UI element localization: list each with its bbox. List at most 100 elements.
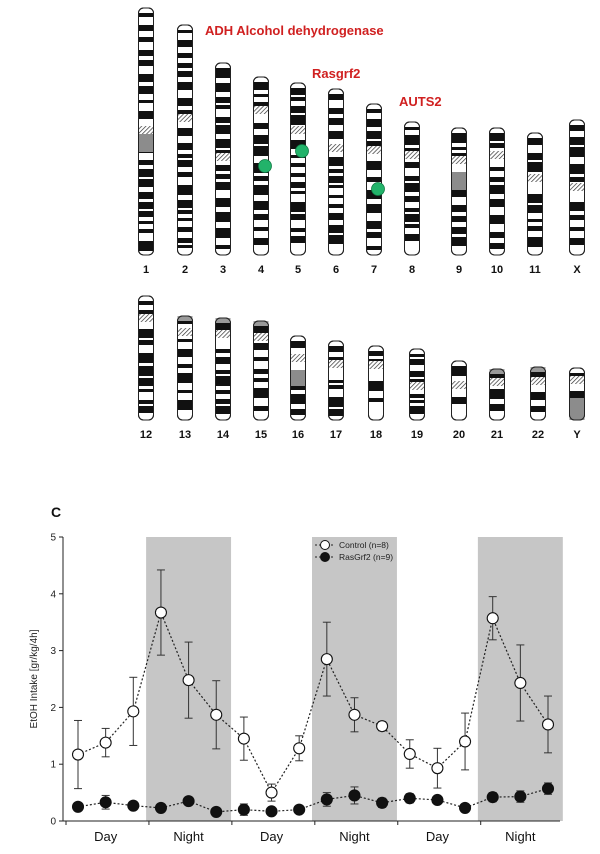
data-point — [99, 796, 112, 809]
gene-marker-5 — [295, 144, 309, 158]
chromosome-label: 20 — [453, 429, 465, 440]
y-tick-label: 3 — [50, 646, 56, 657]
data-point — [210, 708, 223, 721]
data-point — [154, 606, 167, 619]
data-point — [182, 795, 195, 808]
chromosome-label: 13 — [179, 429, 191, 440]
x-phase-label: Night — [339, 829, 370, 844]
chromosome-label: 11 — [529, 264, 541, 276]
chromosome-label: 17 — [330, 429, 342, 440]
chromosome-label: 19 — [411, 429, 423, 440]
chromosome-label: 1 — [143, 264, 149, 276]
data-point — [127, 705, 140, 718]
x-phase-label: Day — [260, 829, 284, 844]
chromosome-18 — [368, 345, 384, 421]
data-point — [182, 674, 195, 687]
chromosome-16 — [290, 335, 306, 421]
data-point — [320, 793, 333, 806]
chromosome-x — [569, 119, 585, 256]
x-phase-label: Night — [173, 829, 204, 844]
data-point — [376, 796, 389, 809]
chromosome-label: 2 — [182, 264, 188, 276]
data-point — [265, 805, 278, 818]
data-point — [71, 800, 85, 813]
gene-marker-4 — [258, 159, 272, 173]
chromosome-17 — [328, 340, 344, 421]
y-tick-label: 1 — [50, 760, 56, 771]
data-point — [459, 801, 472, 814]
chromosome-9 — [451, 127, 467, 256]
chromosome-7 — [366, 103, 382, 256]
y-tick-label: 0 — [50, 817, 56, 828]
legend-marker — [320, 552, 330, 562]
data-point — [541, 718, 555, 731]
data-point — [320, 653, 333, 666]
chromosome-6 — [328, 88, 344, 256]
data-point — [71, 748, 85, 761]
chromosome-label: 5 — [295, 264, 301, 276]
chromosome-label: Y — [573, 429, 581, 440]
chromosome-2 — [177, 24, 193, 256]
chromosome-label: 12 — [140, 429, 152, 440]
data-point — [293, 742, 306, 755]
data-point — [431, 762, 444, 775]
data-point — [237, 803, 250, 816]
data-point — [127, 799, 140, 812]
x-phase-label: Day — [94, 829, 118, 844]
chromosome-12 — [138, 295, 154, 421]
y-tick-label: 4 — [50, 589, 56, 600]
legend-entry: RasGrf2 (n=9) — [339, 552, 393, 562]
chromosome-label: 4 — [258, 264, 265, 276]
data-point — [486, 791, 499, 804]
chromosome-15 — [253, 320, 269, 421]
chromosome-20 — [451, 360, 467, 421]
x-phase-label: Day — [426, 829, 450, 844]
chromosome-y — [569, 367, 585, 421]
chromosome-13 — [177, 315, 193, 421]
chromosome-label: 10 — [491, 264, 503, 276]
chromosome-label: X — [573, 264, 581, 276]
chromosome-19 — [409, 348, 425, 421]
chromosome-22 — [530, 366, 546, 421]
chromosome-label: 14 — [217, 429, 230, 440]
chromosome-8 — [404, 121, 420, 256]
chromosome-label: 22 — [532, 429, 544, 440]
chromosome-label: 7 — [371, 264, 377, 276]
gene-label: Rasgrf2 — [312, 66, 360, 81]
x-phase-label: Night — [505, 829, 536, 844]
chromosome-label: 8 — [409, 264, 415, 276]
chromosome-label: 16 — [292, 429, 304, 440]
series-line-1 — [77, 610, 549, 794]
y-tick-label: 5 — [50, 533, 56, 544]
data-point — [541, 782, 555, 795]
chromosome-21 — [489, 368, 505, 421]
data-point — [293, 803, 306, 816]
chromosome-label: 18 — [370, 429, 382, 440]
karyotype-ideogram: 1 2 3 4 5 6 7 8 9 10 11 X12 13 14 15 16 17 18 19 20 21 22 YADH… — [138, 7, 585, 440]
gene-marker-7 — [371, 182, 385, 196]
data-point — [403, 747, 416, 761]
data-point — [99, 736, 112, 749]
data-point — [376, 720, 389, 733]
data-point — [403, 792, 416, 805]
data-point — [348, 789, 361, 802]
gene-label: ADH Alcohol dehydrogenase — [205, 23, 384, 38]
chromosome-11 — [527, 132, 543, 256]
chromosome-label: 6 — [333, 264, 339, 276]
data-point — [154, 801, 167, 814]
chromosome-label: 3 — [220, 264, 226, 276]
gene-label: AUTS2 — [399, 94, 442, 109]
data-point — [348, 708, 361, 721]
data-point — [514, 676, 527, 690]
ethanol-intake-chart: C 0 1 2 3 4 5 EtOH Intake [gr/kg/4h] Day Night Day… — [29, 504, 563, 844]
chromosome-4 — [253, 76, 269, 256]
chromosome-14 — [215, 317, 231, 421]
legend-marker — [320, 540, 330, 550]
night-shade-2 — [312, 537, 397, 821]
data-point — [486, 612, 499, 625]
chromosome-label: 15 — [255, 429, 267, 440]
panel-label: C — [51, 504, 61, 520]
chromosome-5 — [290, 82, 306, 256]
data-point — [210, 805, 223, 818]
chromosome-label: 21 — [491, 429, 503, 440]
